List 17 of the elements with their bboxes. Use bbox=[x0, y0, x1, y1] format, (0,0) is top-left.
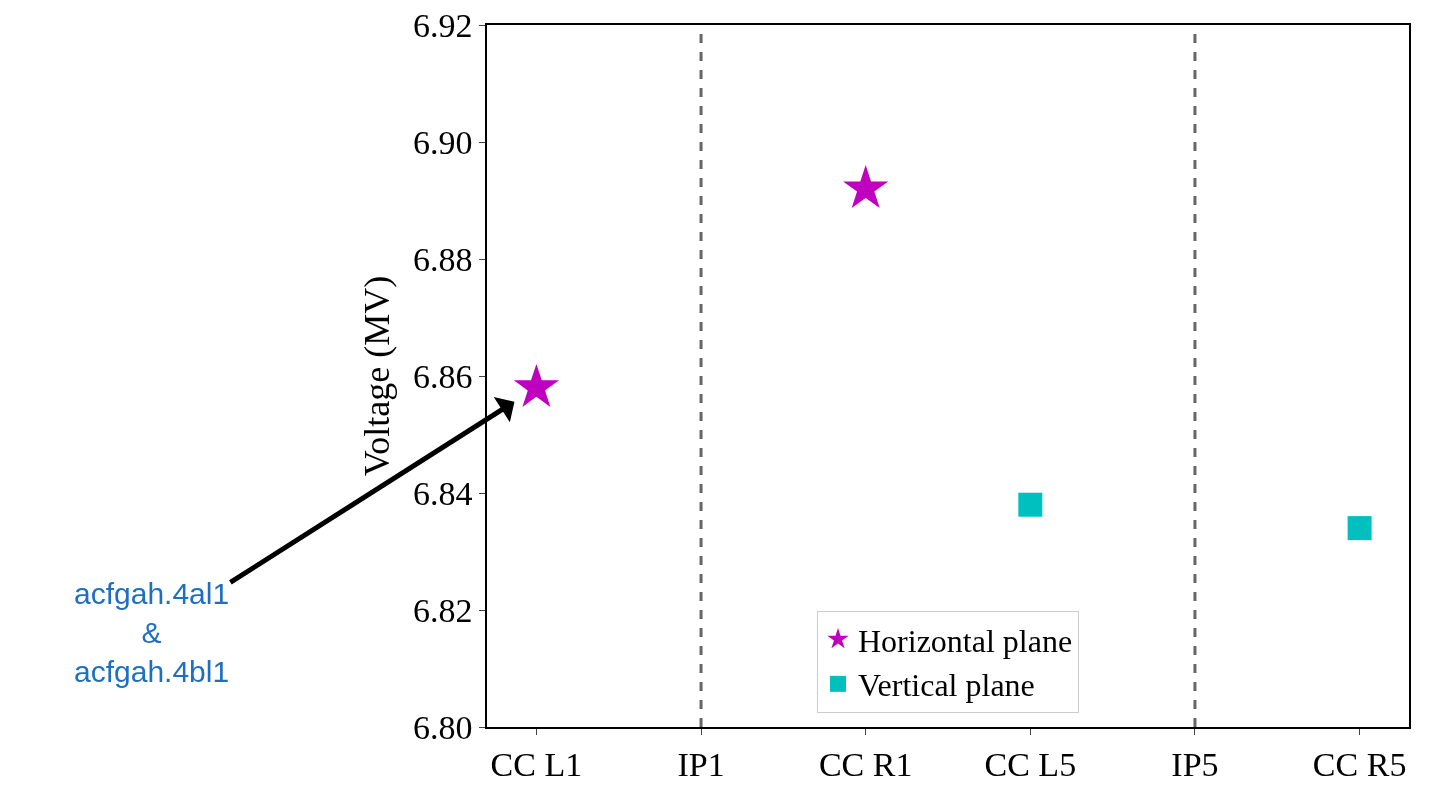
y-tick-label: 6.90 bbox=[412, 123, 473, 161]
y-tick-label: 6.92 bbox=[412, 6, 473, 44]
x-tick-label: IP1 bbox=[677, 745, 725, 783]
y-tick-label: 6.88 bbox=[412, 240, 473, 278]
x-tick-label: IP5 bbox=[1171, 745, 1219, 783]
y-tick-label: 6.80 bbox=[412, 708, 473, 746]
x-tick-label: CC R1 bbox=[818, 745, 913, 783]
legend-label: Vertical plane bbox=[858, 667, 1035, 704]
y-tick-label: 6.86 bbox=[412, 357, 473, 395]
x-tick-label: CC L5 bbox=[984, 745, 1077, 783]
legend-label: Horizontal plane bbox=[858, 622, 1073, 659]
y-tick-label: 6.84 bbox=[412, 474, 473, 512]
x-tick-label: CC R5 bbox=[1312, 745, 1407, 783]
y-tick-label: 6.82 bbox=[412, 591, 473, 629]
y-axis-title: Voltage (MV) bbox=[357, 275, 398, 477]
x-tick-label: CC L1 bbox=[490, 745, 583, 783]
annotation: acfgah.4al1 & acfgah.4bl1 bbox=[74, 577, 230, 688]
